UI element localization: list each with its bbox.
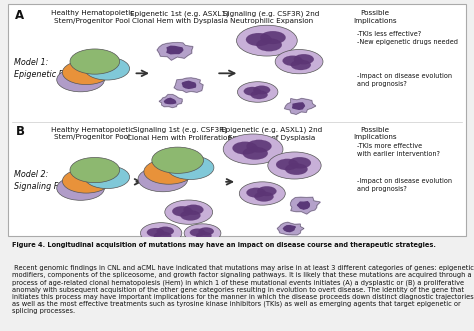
Circle shape	[190, 229, 205, 236]
Text: Model 2:
Signaling First: Model 2: Signaling First	[14, 170, 71, 191]
Circle shape	[181, 210, 201, 220]
Circle shape	[57, 176, 104, 200]
Text: -Impact on disease evolution
and prognosis?: -Impact on disease evolution and prognos…	[356, 73, 452, 87]
Circle shape	[237, 82, 278, 102]
Circle shape	[138, 166, 188, 192]
Circle shape	[294, 54, 314, 64]
Circle shape	[283, 56, 302, 66]
Circle shape	[253, 86, 270, 94]
Polygon shape	[277, 222, 304, 235]
Circle shape	[239, 182, 285, 205]
Text: Signaling 1st (e.g. CSF3R)
Clonal Hem with Proliferation: Signaling 1st (e.g. CSF3R) Clonal Hem wi…	[127, 127, 232, 141]
Circle shape	[246, 140, 272, 153]
Text: Healthy Hematopoietic
Stem/Progenitor Pool: Healthy Hematopoietic Stem/Progenitor Po…	[51, 10, 134, 24]
Circle shape	[285, 164, 308, 175]
Circle shape	[140, 223, 182, 244]
Circle shape	[172, 206, 192, 216]
Polygon shape	[159, 95, 182, 108]
Circle shape	[63, 169, 110, 193]
Circle shape	[251, 90, 268, 99]
Circle shape	[223, 134, 283, 164]
Text: Healthy Hematopoietic
Stem/Progenitor Pool: Healthy Hematopoietic Stem/Progenitor Po…	[51, 127, 134, 140]
Circle shape	[144, 159, 193, 184]
Polygon shape	[297, 202, 310, 209]
Text: Epigenetic (e.g. ASXL1) 2nd
Emergence of Dysplasia: Epigenetic (e.g. ASXL1) 2nd Emergence of…	[221, 127, 322, 141]
Circle shape	[257, 186, 276, 196]
Text: Possible
Implications: Possible Implications	[353, 127, 397, 140]
Circle shape	[63, 60, 110, 85]
Circle shape	[165, 200, 213, 224]
Circle shape	[254, 192, 273, 202]
Polygon shape	[164, 98, 175, 104]
Text: B: B	[15, 125, 24, 138]
Text: Recent genomic findings in CNL and aCML have indicated that mutations may arise : Recent genomic findings in CNL and aCML …	[12, 265, 474, 314]
Text: A: A	[15, 9, 25, 22]
Polygon shape	[291, 197, 320, 214]
Text: Figure 4. Longitudinal acquisition of mutations may have an impact on disease co: Figure 4. Longitudinal acquisition of mu…	[12, 242, 436, 248]
Circle shape	[246, 188, 266, 198]
Circle shape	[268, 152, 321, 179]
Circle shape	[57, 68, 104, 92]
Circle shape	[152, 147, 203, 173]
Circle shape	[183, 205, 203, 215]
Circle shape	[232, 142, 257, 155]
FancyBboxPatch shape	[8, 4, 466, 236]
Text: Signaling (e.g. CSF3R) 2nd
Neutrophilic Expansion: Signaling (e.g. CSF3R) 2nd Neutrophilic …	[223, 10, 319, 24]
Polygon shape	[157, 43, 193, 60]
Text: -TKIs more effective
with earlier intervention?: -TKIs more effective with earlier interv…	[356, 143, 439, 157]
Circle shape	[275, 50, 323, 74]
Circle shape	[196, 232, 211, 240]
Circle shape	[246, 33, 272, 46]
Circle shape	[84, 57, 129, 80]
Circle shape	[243, 147, 268, 160]
Circle shape	[260, 31, 286, 44]
Polygon shape	[292, 103, 304, 109]
Circle shape	[156, 227, 174, 235]
Circle shape	[70, 158, 119, 183]
Polygon shape	[284, 99, 316, 114]
Polygon shape	[174, 78, 203, 92]
Circle shape	[167, 156, 214, 179]
Text: -Impact on disease evolution
and prognosis?: -Impact on disease evolution and prognos…	[356, 178, 452, 192]
Text: Epigenetic 1st (e.g. ASXL1)
Clonal Hem with Dysplasia: Epigenetic 1st (e.g. ASXL1) Clonal Hem w…	[130, 10, 229, 24]
Polygon shape	[182, 81, 196, 88]
Text: Possible
Implications: Possible Implications	[353, 10, 397, 24]
Circle shape	[84, 166, 129, 189]
Circle shape	[256, 38, 282, 51]
Circle shape	[289, 157, 311, 168]
Circle shape	[184, 224, 221, 243]
Circle shape	[154, 232, 171, 240]
Polygon shape	[167, 46, 183, 54]
Text: Model 1:
Epigenetic First: Model 1: Epigenetic First	[14, 58, 76, 79]
Circle shape	[147, 228, 164, 237]
Circle shape	[291, 60, 311, 70]
Circle shape	[276, 159, 299, 170]
Polygon shape	[283, 226, 295, 232]
Circle shape	[199, 227, 214, 235]
Text: -TKIs less effective?
-New epigenetic drugs needed: -TKIs less effective? -New epigenetic dr…	[356, 31, 457, 45]
Circle shape	[237, 25, 297, 56]
Circle shape	[244, 87, 261, 96]
Circle shape	[70, 49, 119, 74]
